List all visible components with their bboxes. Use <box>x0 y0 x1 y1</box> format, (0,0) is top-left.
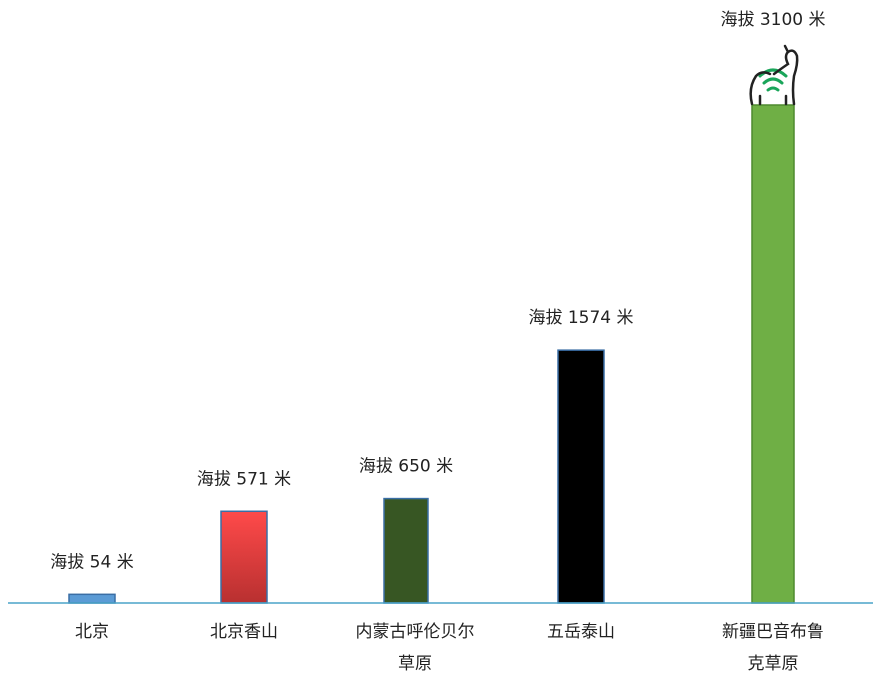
cat-with-wifi-icon <box>749 44 799 106</box>
category-label-3-line-2: 草原 <box>398 654 432 674</box>
bar-4 <box>557 349 605 604</box>
category-label-4-line-1: 五岳泰山 <box>547 622 615 642</box>
category-label-5-line-1: 新疆巴音布鲁 <box>722 622 824 642</box>
bar-1 <box>68 593 116 604</box>
value-label-5: 海拔 3100 米 <box>720 10 825 30</box>
value-label-4: 海拔 1574 米 <box>528 308 633 328</box>
bar-2 <box>220 510 268 604</box>
value-label-1: 海拔 54 米 <box>50 552 133 572</box>
bar-5 <box>751 104 795 604</box>
bars-layer <box>68 104 795 604</box>
value-label-2: 海拔 571 米 <box>197 469 291 489</box>
bar-3 <box>383 497 429 604</box>
category-label-5-line-2: 克草原 <box>748 654 799 674</box>
value-labels-layer: 海拔 54 米 海拔 571 米 海拔 650 米 海拔 1574 米 海拔 3100 … <box>50 10 825 572</box>
category-label-3-line-1: 内蒙古呼伦贝尔 <box>356 622 475 642</box>
category-label-2-line-1: 北京香山 <box>210 622 278 642</box>
value-label-3: 海拔 650 米 <box>359 457 453 477</box>
category-label-1-line-1: 北京 <box>75 622 109 642</box>
